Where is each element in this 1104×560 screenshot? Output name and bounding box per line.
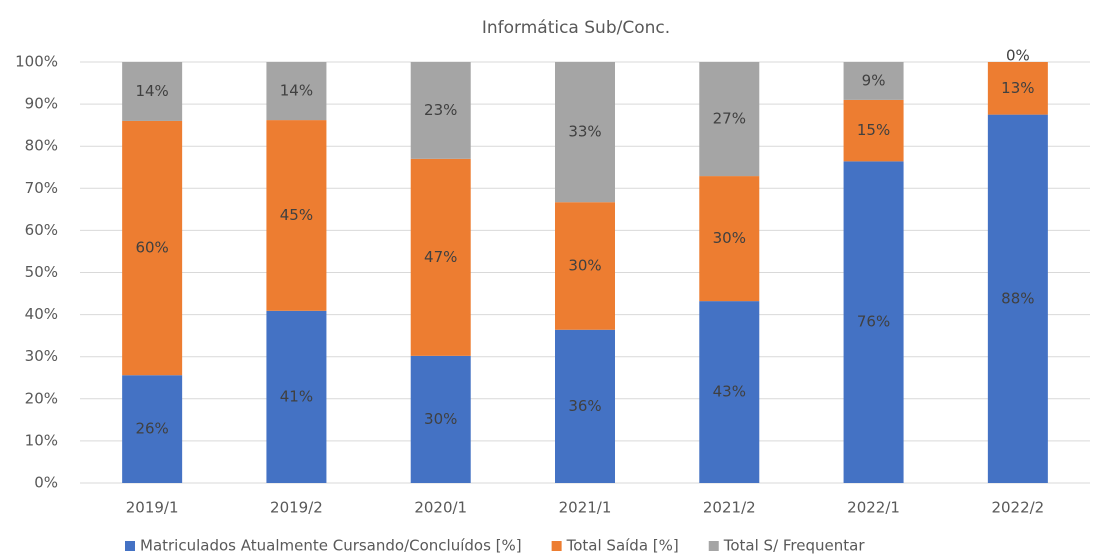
x-tick-label: 2021/2 — [703, 499, 756, 517]
x-tick-label: 2022/2 — [991, 499, 1044, 517]
data-label: 60% — [135, 239, 168, 257]
y-tick-label: 10% — [25, 431, 58, 449]
x-tick-label: 2020/1 — [414, 499, 467, 517]
bar-segment — [122, 375, 183, 483]
bar-segment — [699, 301, 760, 483]
data-label: 9% — [862, 71, 886, 89]
bar-segment — [555, 62, 615, 203]
data-label: 26% — [135, 420, 168, 438]
y-tick-label: 100% — [15, 53, 58, 71]
bar-segment — [843, 62, 904, 100]
bar-segment — [555, 329, 615, 483]
data-label: 36% — [568, 397, 601, 415]
data-label: 45% — [280, 206, 313, 224]
y-tick-label: 90% — [25, 95, 58, 113]
y-tick-label: 0% — [34, 474, 58, 492]
legend-label: Total Saída [%] — [566, 537, 679, 555]
bar-segment — [122, 62, 183, 121]
bar-segment — [987, 62, 1048, 115]
data-label: 0% — [1006, 47, 1030, 65]
data-label: 30% — [568, 256, 601, 274]
data-label: 30% — [424, 410, 457, 428]
bar-segment — [266, 120, 327, 311]
x-tick-label: 2019/1 — [126, 499, 179, 517]
bar-segment — [987, 114, 1048, 483]
y-tick-label: 70% — [25, 179, 58, 197]
x-tick-label: 2022/1 — [847, 499, 900, 517]
y-tick-label: 40% — [25, 305, 58, 323]
data-label: 13% — [1001, 79, 1034, 97]
y-tick-label: 30% — [25, 347, 58, 365]
chart-title: Informática Sub/Conc. — [482, 18, 670, 38]
data-label: 27% — [713, 110, 746, 128]
bar-segment — [122, 120, 183, 376]
bar-segment — [266, 310, 327, 483]
y-tick-label: 60% — [25, 221, 58, 239]
legend-swatch — [125, 541, 135, 551]
data-label: 76% — [857, 313, 890, 331]
x-tick-label: 2021/1 — [559, 499, 612, 517]
bar-segment — [555, 202, 615, 330]
bar-segment — [843, 161, 904, 483]
legend-swatch — [551, 541, 562, 551]
data-label: 41% — [280, 387, 313, 405]
bar-segment — [410, 158, 471, 356]
data-label: 14% — [135, 82, 168, 100]
data-label: 47% — [424, 248, 457, 266]
data-label: 23% — [424, 101, 457, 119]
bar-segment — [843, 99, 904, 162]
x-tick-label: 2019/2 — [270, 499, 323, 517]
data-label: 15% — [857, 121, 890, 139]
bar-segment — [410, 355, 471, 483]
data-label: 30% — [713, 229, 746, 247]
y-tick-label: 20% — [25, 389, 58, 407]
y-tick-label: 50% — [25, 263, 58, 281]
data-label: 88% — [1001, 289, 1034, 307]
bar-segment — [266, 62, 327, 121]
data-label: 43% — [713, 383, 746, 401]
legend-label: Total S/ Frequentar — [723, 537, 866, 555]
bar-segment — [699, 176, 760, 302]
bar-segment — [699, 62, 760, 177]
bar-segment — [410, 62, 471, 159]
data-label: 14% — [280, 82, 313, 100]
legend-swatch — [708, 541, 719, 551]
legend-label: Matriculados Atualmente Cursando/Concluí… — [140, 537, 522, 555]
y-tick-label: 80% — [25, 137, 58, 155]
data-label: 33% — [568, 123, 601, 141]
